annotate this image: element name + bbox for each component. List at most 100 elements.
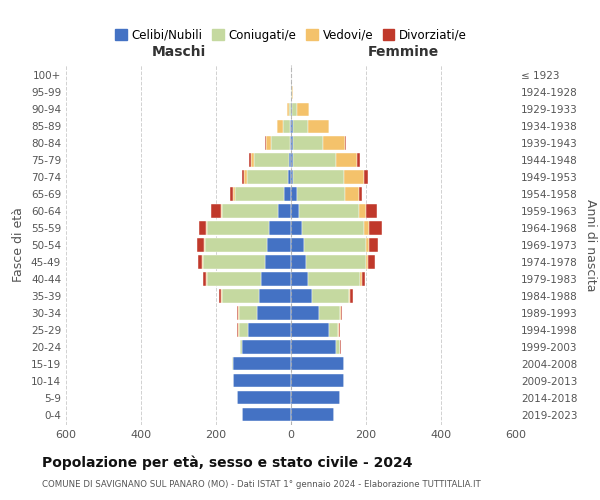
Bar [283, 120, 290, 133]
Y-axis label: Anni di nascita: Anni di nascita [584, 198, 597, 291]
Bar [329, 324, 338, 336]
Bar [266, 238, 291, 252]
Bar [291, 102, 292, 116]
Bar [203, 256, 265, 268]
Bar [368, 256, 376, 268]
Bar [291, 374, 343, 388]
Bar [343, 357, 344, 370]
Bar [288, 170, 291, 183]
Bar [369, 238, 379, 252]
Bar [239, 324, 248, 336]
Bar [237, 324, 238, 336]
Bar [293, 170, 343, 183]
Bar [359, 188, 362, 200]
Bar [298, 102, 308, 116]
Text: COMUNE DI SAVIGNANO SUL PANARO (MO) - Dati ISTAT 1° gennaio 2024 - Elaborazione : COMUNE DI SAVIGNANO SUL PANARO (MO) - Da… [42, 480, 481, 489]
Bar [206, 272, 261, 285]
Bar [291, 188, 296, 200]
Bar [311, 290, 349, 302]
Bar [254, 154, 289, 166]
Bar [293, 120, 308, 133]
Bar [291, 357, 343, 370]
Bar [293, 136, 323, 149]
Bar [291, 86, 292, 99]
Bar [343, 170, 364, 183]
Bar [306, 256, 366, 268]
Bar [233, 357, 291, 370]
Bar [291, 324, 329, 336]
Bar [356, 154, 359, 166]
Bar [291, 272, 308, 285]
Bar [259, 290, 291, 302]
Bar [291, 340, 336, 353]
Bar [271, 136, 290, 149]
Bar [244, 170, 247, 183]
Bar [197, 238, 204, 252]
Bar [221, 204, 278, 218]
Bar [340, 306, 341, 320]
Bar [291, 170, 293, 183]
Bar [236, 391, 291, 404]
Bar [197, 256, 202, 268]
Bar [277, 120, 283, 133]
Text: Popolazione per età, sesso e stato civile - 2024: Popolazione per età, sesso e stato civil… [42, 455, 413, 469]
Bar [291, 204, 299, 218]
Bar [341, 306, 343, 320]
Bar [241, 340, 242, 353]
Bar [293, 154, 336, 166]
Bar [205, 222, 206, 234]
Bar [323, 136, 346, 149]
Bar [291, 120, 293, 133]
Bar [299, 204, 359, 218]
Bar [219, 290, 221, 302]
Bar [203, 272, 206, 285]
Bar [304, 238, 366, 252]
Bar [350, 290, 353, 302]
Bar [346, 188, 359, 200]
Bar [239, 306, 257, 320]
Bar [291, 256, 306, 268]
Bar [265, 256, 291, 268]
Bar [238, 324, 239, 336]
Bar [242, 170, 244, 183]
Bar [291, 391, 340, 404]
Bar [338, 324, 340, 336]
Bar [364, 170, 368, 183]
Bar [290, 136, 291, 149]
Bar [232, 357, 233, 370]
Bar [366, 256, 368, 268]
Bar [242, 408, 291, 422]
Bar [233, 188, 235, 200]
Bar [290, 120, 291, 133]
Bar [238, 306, 239, 320]
Text: Femmine: Femmine [368, 45, 439, 59]
Bar [336, 340, 340, 353]
Bar [248, 154, 251, 166]
Bar [233, 374, 291, 388]
Bar [364, 222, 368, 234]
Bar [251, 154, 254, 166]
Y-axis label: Fasce di età: Fasce di età [13, 208, 25, 282]
Bar [366, 204, 377, 218]
Legend: Celibi/Nubili, Coniugati/e, Vedovi/e, Divorziati/e: Celibi/Nubili, Coniugati/e, Vedovi/e, Di… [110, 24, 472, 46]
Bar [230, 188, 233, 200]
Bar [291, 222, 302, 234]
Bar [292, 102, 298, 116]
Bar [289, 102, 291, 116]
Bar [248, 324, 291, 336]
Bar [202, 256, 203, 268]
Bar [308, 120, 329, 133]
Bar [291, 290, 311, 302]
Bar [302, 222, 364, 234]
Bar [269, 222, 291, 234]
Bar [361, 272, 365, 285]
Bar [284, 188, 291, 200]
Bar [221, 290, 259, 302]
Bar [292, 86, 293, 99]
Text: Maschi: Maschi [151, 45, 206, 59]
Bar [261, 272, 291, 285]
Bar [211, 204, 221, 218]
Bar [236, 306, 238, 320]
Bar [359, 204, 366, 218]
Bar [199, 222, 205, 234]
